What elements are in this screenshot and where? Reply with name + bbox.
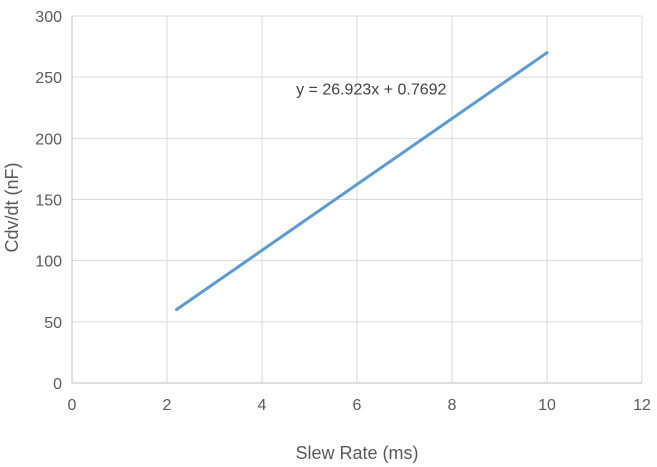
y-tick-label-3: 150 — [35, 193, 62, 210]
axes — [71, 16, 642, 384]
x-tick-label-6: 12 — [633, 397, 651, 414]
y-tick-label-2: 100 — [35, 254, 62, 271]
annotations: y = 26.923x + 0.7692 — [296, 81, 446, 98]
x-tick-label-2: 4 — [258, 397, 267, 414]
x-axis-title: Slew Rate (ms) — [295, 443, 418, 463]
x-tick-label-5: 10 — [538, 397, 556, 414]
y-tick-label-6: 300 — [35, 9, 62, 26]
y-tick-label-5: 250 — [35, 70, 62, 87]
x-tick-label-1: 2 — [163, 397, 172, 414]
y-tick-label-1: 50 — [44, 315, 62, 332]
series — [175, 51, 549, 312]
y-axis-title: Cdv/dt (nF) — [2, 162, 22, 252]
x-tick-label-4: 8 — [448, 397, 457, 414]
trendline-equation: y = 26.923x + 0.7692 — [296, 81, 446, 98]
y-tick-label-0: 0 — [53, 376, 62, 393]
tick-labels: 0 2 4 6 8 10 12 0 50 100 150 200 250 300 — [35, 9, 651, 414]
y-tick-label-4: 200 — [35, 131, 62, 148]
series-line-0 — [175, 51, 549, 312]
x-tick-label-0: 0 — [68, 397, 77, 414]
gridlines — [72, 15, 643, 383]
x-tick-label-3: 6 — [353, 397, 362, 414]
